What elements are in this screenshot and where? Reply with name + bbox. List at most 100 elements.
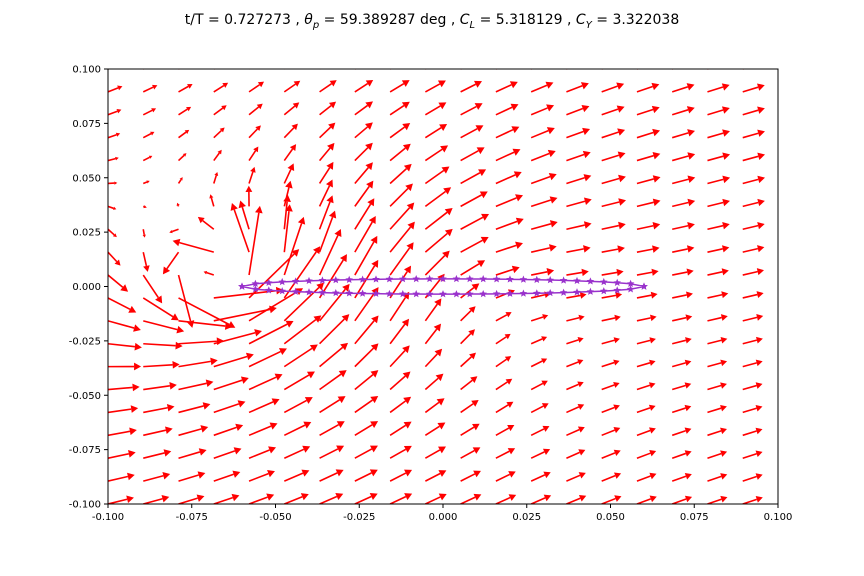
velocity-arrow <box>671 382 692 391</box>
velocity-arrow <box>178 69 181 70</box>
velocity-arrow <box>601 495 622 504</box>
velocity-arrow <box>354 315 379 345</box>
velocity-arrow <box>283 315 322 345</box>
velocity-arrow <box>319 69 322 70</box>
velocity-arrow <box>672 198 696 208</box>
velocity-arrow <box>354 215 376 253</box>
velocity-arrow <box>530 380 548 391</box>
velocity-arrow <box>566 292 587 299</box>
velocity-arrow <box>707 268 729 276</box>
velocity-arrow <box>424 124 448 139</box>
velocity-arrow <box>354 343 379 368</box>
plot-frame <box>107 68 779 505</box>
velocity-arrow <box>601 427 621 437</box>
velocity-arrow <box>636 245 660 253</box>
velocity-arrow <box>424 422 446 436</box>
velocity-arrow <box>742 268 764 276</box>
velocity-arrow <box>238 200 250 230</box>
velocity-arrow <box>495 448 516 459</box>
y-tick-label: 0.075 <box>72 119 101 130</box>
velocity-arrow <box>248 81 265 93</box>
velocity-arrow <box>319 122 336 139</box>
x-tick-label: -0.025 <box>343 512 375 523</box>
velocity-arrow <box>530 314 549 322</box>
velocity-arrow <box>495 241 523 253</box>
velocity-arrow <box>424 398 445 414</box>
velocity-arrow <box>389 421 412 436</box>
airfoil-marker <box>318 288 327 296</box>
velocity-arrow <box>601 174 626 185</box>
velocity-arrow <box>672 245 695 253</box>
velocity-arrow <box>142 84 158 93</box>
velocity-arrow <box>460 213 490 230</box>
velocity-arrow <box>601 245 625 253</box>
velocity-arrow <box>777 251 778 253</box>
velocity-arrow <box>530 149 556 162</box>
velocity-arrow <box>389 80 410 93</box>
velocity-arrow <box>460 169 487 185</box>
velocity-arrow <box>530 494 552 504</box>
velocity-arrow <box>142 131 155 139</box>
velocity-arrow <box>707 404 727 414</box>
y-axis: -0.100 -0.075 -0.050 -0.025 0.000 0.025 0.050 0… <box>69 65 108 511</box>
velocity-arrow <box>319 469 344 482</box>
velocity-arrow <box>283 123 298 139</box>
velocity-arrow <box>108 181 118 185</box>
velocity-arrow <box>742 245 765 253</box>
velocity-arrow <box>601 69 605 70</box>
airfoil-marker <box>586 287 595 295</box>
velocity-arrow <box>389 291 410 322</box>
velocity-arrow <box>389 183 413 207</box>
airfoil-marker <box>332 276 340 284</box>
velocity-arrow <box>425 470 447 482</box>
airfoil-marker <box>559 288 568 296</box>
velocity-arrow <box>108 362 142 371</box>
airfoil-marker <box>251 279 260 287</box>
velocity-arrow <box>389 242 414 276</box>
velocity-arrow <box>742 314 764 322</box>
velocity-arrow <box>671 404 692 414</box>
velocity-arrow <box>672 268 694 276</box>
velocity-arrow <box>283 421 312 437</box>
x-tick-label: -0.075 <box>176 512 208 523</box>
velocity-arrow <box>636 382 656 391</box>
velocity-arrow <box>424 187 452 208</box>
y-tick-label: 0.000 <box>72 282 101 293</box>
velocity-arrow <box>318 142 335 162</box>
x-tick-label: -0.100 <box>92 512 124 523</box>
velocity-arrow <box>143 403 175 414</box>
velocity-arrow <box>108 342 142 351</box>
velocity-arrow <box>319 421 345 437</box>
velocity-arrow <box>424 446 446 459</box>
velocity-arrow <box>178 379 214 391</box>
airfoil-marker <box>278 287 286 295</box>
velocity-arrow <box>108 427 137 437</box>
velocity-arrow <box>495 69 498 70</box>
velocity-arrow <box>319 445 345 459</box>
velocity-arrow <box>671 472 692 482</box>
y-tick-label: -0.075 <box>69 445 101 456</box>
velocity-arrow <box>777 91 778 92</box>
airfoil-marker <box>586 277 595 285</box>
velocity-arrow <box>319 370 347 391</box>
airfoil-marker <box>251 285 260 293</box>
velocity-arrow <box>283 344 318 368</box>
airfoil-marker <box>412 274 420 283</box>
airfoil-marker <box>291 277 300 285</box>
velocity-arrow <box>283 80 301 93</box>
velocity-arrow <box>636 105 660 116</box>
velocity-arrow <box>142 155 153 162</box>
velocity-arrow <box>424 298 442 322</box>
velocity-arrow <box>143 320 185 334</box>
velocity-arrow <box>424 348 443 368</box>
velocity-arrow <box>354 122 373 139</box>
airfoil-marker <box>291 287 300 295</box>
velocity-arrow <box>530 403 549 414</box>
velocity-arrow <box>460 80 482 93</box>
velocity-arrow <box>566 472 586 482</box>
velocity-arrow <box>530 244 557 253</box>
velocity-arrow <box>142 229 146 238</box>
velocity-arrow <box>213 329 262 345</box>
x-tick-label: 0.000 <box>429 512 458 523</box>
velocity-arrow <box>178 425 209 437</box>
